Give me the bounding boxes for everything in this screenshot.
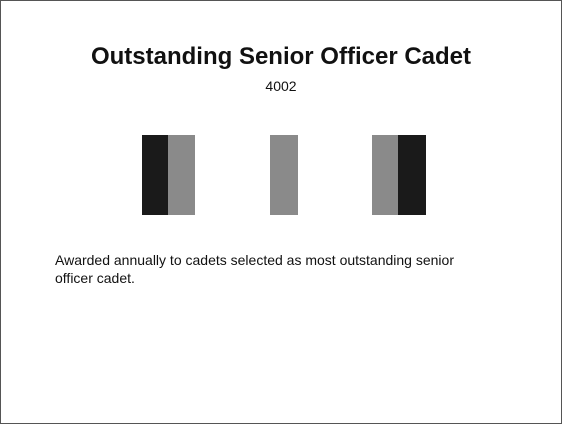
ribbon-stripe-dark (142, 135, 168, 215)
award-code: 4002 (265, 78, 297, 94)
ribbon-right-group (372, 135, 426, 215)
ribbon-middle-group (270, 135, 298, 215)
award-description: Awarded annually to cadets selected as m… (55, 252, 454, 286)
ribbon-left-group (142, 135, 195, 215)
ribbon-stripe-grey (372, 135, 398, 215)
ribbon-stripe-grey (168, 135, 195, 215)
ribbon-stripe-dark (398, 135, 426, 215)
ribbon-stripe-grey (270, 135, 298, 215)
slide-title: Outstanding Senior Officer Cadet (90, 43, 472, 70)
